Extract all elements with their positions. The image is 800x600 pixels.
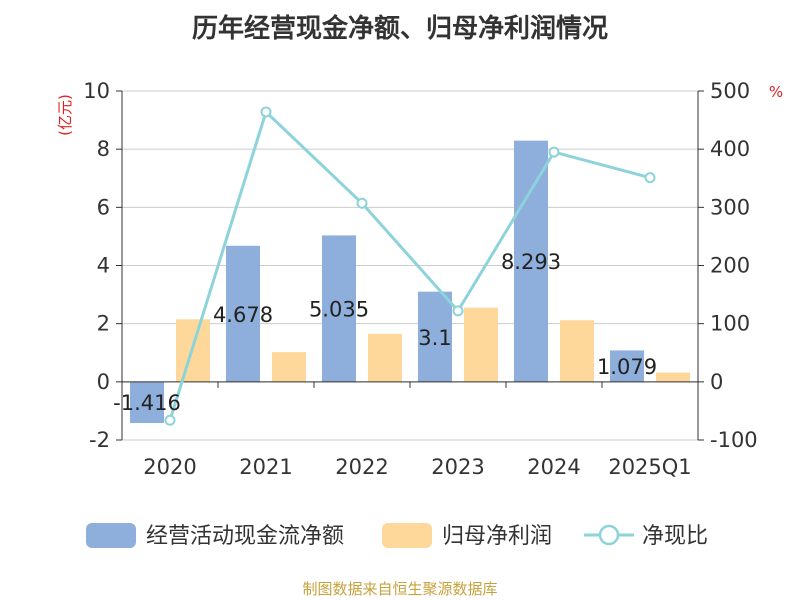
- ratio-point-2020: [164, 414, 176, 426]
- bar-net-profit-2023: [464, 307, 498, 382]
- bar-net-profit-2022: [368, 333, 402, 382]
- ratio-point-2021: [260, 106, 272, 118]
- legend-label-cashflow: 经营活动现金流净额: [146, 524, 344, 549]
- data-label-cashflow-2024: 8.293: [501, 250, 561, 274]
- y-right-tick-label: 500: [710, 79, 750, 103]
- y-left-tick-label: 8: [97, 137, 110, 161]
- y-left-tick-label: 4: [97, 254, 110, 278]
- bar-cashflow-2025Q1: [610, 350, 644, 382]
- y-right-tick-label: 200: [710, 254, 750, 278]
- data-label-cashflow-2021: 4.678: [213, 303, 273, 327]
- data-label-cashflow-2020: -1.416: [113, 391, 181, 415]
- y-right-tick-label: 300: [710, 195, 750, 219]
- x-tick-label: 2020: [143, 455, 196, 479]
- bar-cashflow-2024: [514, 140, 548, 382]
- ratio-point-2023: [452, 305, 464, 317]
- x-tick-label: 2024: [527, 455, 580, 479]
- tick-labels: 10 500 8 400 6 300 4 200 2 100 0 0 -2 -100 2020 2021 202…: [83, 79, 757, 479]
- ratio-point-2022: [356, 197, 368, 209]
- data-source: 制图数据来自恒生聚源数据库: [302, 580, 498, 598]
- legend: 经营活动现金流净额 归母净利润 净现比: [86, 523, 708, 549]
- chart-title: 历年经营现金净额、归母净利润情况: [191, 14, 608, 44]
- bar-cashflow-2021: [226, 245, 260, 382]
- ratio-point-2025Q1: [644, 172, 656, 184]
- bar-net-profit-2025Q1: [656, 372, 690, 382]
- axes: [116, 90, 704, 441]
- y-left-tick-label: 2: [97, 312, 110, 336]
- data-labels: -1.416 4.678 5.035 3.1 8.293 1.079: [113, 250, 657, 415]
- data-label-cashflow-2023: 3.1: [418, 326, 451, 350]
- data-label-cashflow-2022: 5.035: [309, 298, 369, 322]
- y-right-tick-label: 400: [710, 137, 750, 161]
- bar-marks: [130, 140, 690, 424]
- legend-label-net-profit: 归母净利润: [442, 524, 552, 549]
- y-left-tick-label: -2: [89, 428, 110, 452]
- line-series: [164, 106, 656, 426]
- bar-net-profit-2024: [560, 320, 594, 382]
- legend-marker-ratio: [598, 524, 620, 546]
- y-left-tick-label: 6: [97, 195, 110, 219]
- legend-label-ratio: 净现比: [642, 524, 708, 549]
- legend-swatch-net-profit: [382, 523, 432, 548]
- ratio-line: [168, 109, 651, 421]
- bar-cashflow-2023: [418, 291, 452, 382]
- y-left-unit: (亿元): [56, 94, 74, 136]
- y-right-tick-label: 0: [710, 370, 723, 394]
- data-label-cashflow-2025Q1: 1.079: [597, 355, 657, 379]
- bar-cashflow-2022: [322, 235, 356, 382]
- ratio-point-2024: [548, 146, 560, 158]
- x-tick-label: 2021: [239, 455, 292, 479]
- legend-swatch-cashflow: [86, 523, 136, 548]
- y-right-unit: %: [769, 83, 783, 101]
- x-tick-label: 2023: [431, 455, 484, 479]
- bar-cashflow-2020: [130, 381, 164, 424]
- bar-net-profit-2021: [272, 352, 306, 382]
- x-tick-label: 2025Q1: [608, 455, 691, 479]
- x-tick-label: 2022: [335, 455, 388, 479]
- y-left-tick-label: 0: [97, 370, 110, 394]
- y-right-tick-label: 100: [710, 312, 750, 336]
- y-left-tick-label: 10: [83, 79, 110, 103]
- y-right-tick-label: -100: [710, 428, 758, 452]
